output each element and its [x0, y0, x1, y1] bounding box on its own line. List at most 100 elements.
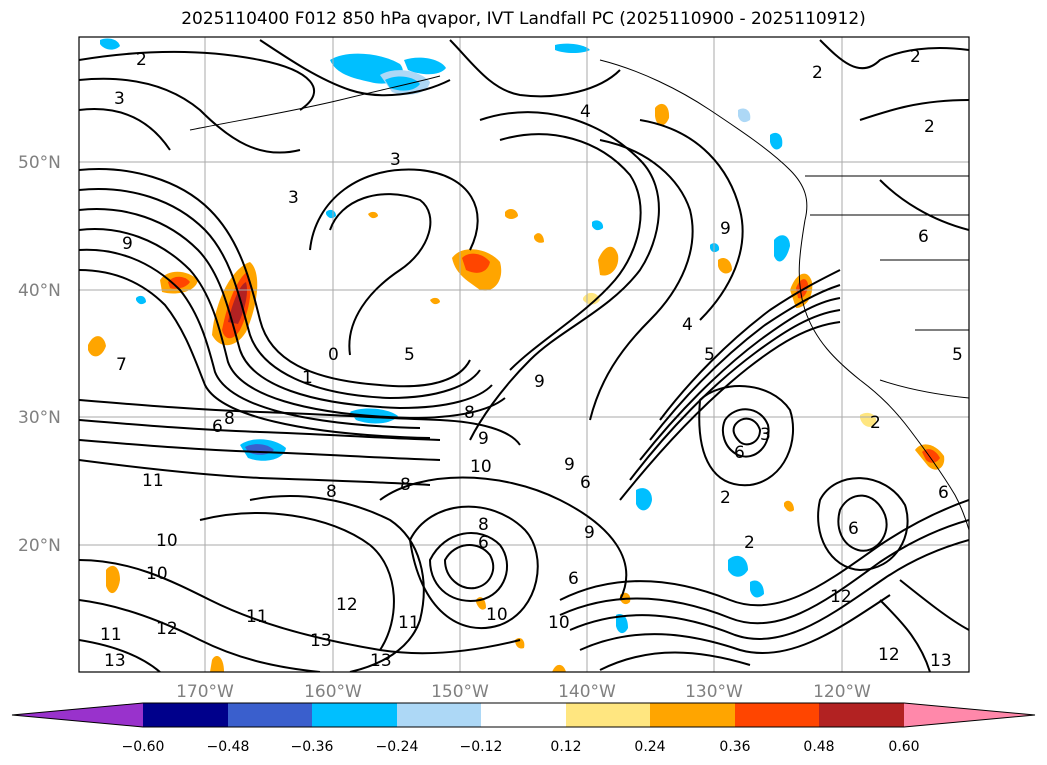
contour-label: 2	[720, 488, 731, 508]
lon-label-170w: 170°W	[176, 682, 234, 702]
contour-label: 13	[310, 631, 332, 651]
contour-label: 5	[952, 345, 963, 365]
contour-label: 11	[398, 613, 420, 633]
map-title: 2025110400 F012 850 hPa qvapor, IVT Land…	[181, 9, 866, 29]
coastlines	[189, 59, 969, 531]
lon-label-140w: 140°W	[558, 682, 616, 702]
contour-label: 3	[114, 89, 125, 109]
colorbar-tick-label: 0.12	[550, 739, 581, 755]
contour-label: 2	[924, 117, 935, 137]
contour-label: 12	[878, 645, 900, 665]
contour-label: 3	[390, 150, 401, 170]
colorbar-segment	[735, 703, 819, 727]
colorbar-segment	[481, 703, 566, 727]
shaded-positive-regions	[88, 103, 945, 672]
contour-label: 8	[400, 475, 411, 495]
latitude-labels: 50°N 40°N 30°N 20°N	[18, 153, 61, 556]
contour-label: 5	[404, 345, 415, 365]
lon-label-160w: 160°W	[304, 682, 362, 702]
contour-label: 10	[486, 605, 508, 625]
contour-label: 6	[918, 227, 929, 247]
contour-label: 10	[548, 613, 570, 633]
contour-label: 2	[744, 533, 755, 553]
contour-label: 0	[328, 345, 339, 365]
colorbar-extend-max	[904, 703, 1035, 727]
colorbar-tick-label: 0.60	[888, 739, 919, 755]
contour-label: 11	[100, 625, 122, 645]
contour-label: 10	[156, 531, 178, 551]
contour-label: 10	[146, 564, 168, 584]
colorbar-tick-label: −0.24	[376, 739, 419, 755]
contour-label: 3	[288, 188, 299, 208]
colorbar-segment	[819, 703, 904, 727]
contour-label: 5	[704, 345, 715, 365]
colorbar-tick-label: 0.48	[803, 739, 834, 755]
contour-label-group: 2 3 3 3 4 2 2 2 9 7 0 5 1 8 8 9 9 10 11 …	[100, 47, 963, 671]
contour-label: 2	[136, 50, 147, 70]
colorbar-tick-label: −0.12	[460, 739, 503, 755]
colorbar-segment	[650, 703, 735, 727]
colorbar-segment	[228, 703, 312, 727]
map-panel	[79, 37, 969, 672]
colorbar-tick-label: 0.24	[634, 739, 665, 755]
contour-label: 9	[478, 429, 489, 449]
contour-label: 3	[760, 425, 771, 445]
contour-label: 11	[246, 607, 268, 627]
contour-label: 6	[580, 473, 591, 493]
lat-label-50n: 50°N	[18, 153, 61, 173]
contour-label: 6	[212, 417, 223, 437]
contour-label: 8	[478, 515, 489, 535]
colorbar-segment	[566, 703, 650, 727]
contour-label: 9	[720, 219, 731, 239]
colorbar-tick-label: −0.48	[207, 739, 250, 755]
contour-label: 2	[870, 413, 881, 433]
contour-label: 13	[930, 651, 952, 671]
contour-label: 13	[104, 651, 126, 671]
colorbar-extend-min	[12, 703, 143, 727]
colorbar: −0.60 −0.48 −0.36 −0.24 −0.12 0.12 0.24 …	[11, 702, 1036, 755]
contour-label: 4	[580, 102, 591, 122]
contour-lines	[79, 39, 969, 672]
lat-label-30n: 30°N	[18, 408, 61, 428]
contour-label: 8	[326, 482, 337, 502]
colorbar-outline	[11, 702, 1036, 728]
contour-label: 6	[938, 483, 949, 503]
contour-label: 10	[470, 457, 492, 477]
contour-label: 1	[302, 368, 313, 388]
contour-label: 9	[584, 523, 595, 543]
contour-label: 4	[682, 315, 693, 335]
lat-label-40n: 40°N	[18, 281, 61, 301]
contour-label: 6	[568, 569, 579, 589]
colorbar-segment	[143, 703, 228, 727]
lon-label-120w: 120°W	[813, 682, 871, 702]
contour-label: 8	[464, 403, 475, 423]
contour-label: 12	[156, 619, 178, 639]
contour-label: 2	[812, 63, 823, 83]
map-border	[78, 36, 970, 673]
contour-label: 9	[534, 372, 545, 392]
contour-label: 6	[848, 519, 859, 539]
contour-label: 7	[116, 355, 127, 375]
colorbar-tick-label: −0.36	[291, 739, 334, 755]
longitude-labels: 170°W 160°W 150°W 140°W 130°W 120°W	[176, 682, 871, 702]
contour-label: 12	[336, 595, 358, 615]
shaded-negative-regions	[100, 38, 790, 634]
contour-label: 9	[564, 455, 575, 475]
graticule	[79, 37, 969, 672]
contour-label: 6	[478, 533, 489, 553]
contour-label: 9	[122, 234, 133, 254]
contour-label: 11	[142, 471, 164, 491]
contour-label: 2	[910, 47, 921, 67]
lat-label-20n: 20°N	[18, 536, 61, 556]
contour-label: 12	[830, 587, 852, 607]
lon-label-130w: 130°W	[685, 682, 743, 702]
contour-label: 13	[370, 651, 392, 671]
colorbar-tick-label: −0.60	[122, 739, 165, 755]
colorbar-tick-label: 0.36	[719, 739, 750, 755]
contour-label: 6	[734, 443, 745, 463]
colorbar-segment	[397, 703, 481, 727]
colorbar-segment	[312, 703, 397, 727]
lon-label-150w: 150°W	[431, 682, 489, 702]
contour-label: 8	[224, 409, 235, 429]
